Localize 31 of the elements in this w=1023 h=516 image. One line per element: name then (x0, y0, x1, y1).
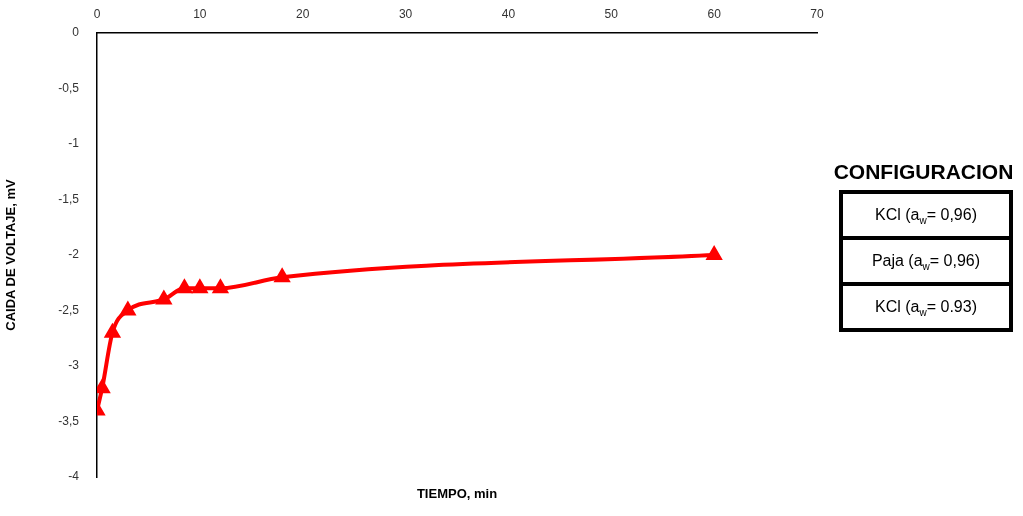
x-tick-label: 20 (296, 7, 310, 22)
y-tick-label: -0,5 (58, 80, 80, 95)
x-tick-label: 30 (398, 7, 413, 22)
y-tick-label: -3 (68, 358, 80, 373)
y-tick-label: -1 (68, 136, 80, 151)
x-axis-title: TIEMPO, min (416, 485, 498, 501)
point (177, 280, 192, 294)
text: Paja (a$_{w}$= 0,96) (841, 238, 1011, 284)
y-tick-label: -4 (68, 469, 80, 484)
x-tick-label: 10 (193, 7, 207, 22)
y-axis-title: CAIDA DE VOLTAJE, mV (3, 178, 19, 331)
point (274, 269, 290, 283)
text: KCl (a$_{w}$= 0.93) (841, 284, 1011, 330)
x-tick-label: 70 (810, 7, 824, 22)
point (103, 322, 121, 338)
x-tick-label: 50 (604, 7, 619, 22)
y-tick-label: -1,5 (58, 191, 80, 206)
x-tick-label: 60 (707, 7, 722, 22)
text: KCl (a$_{w}$= 0,96) (841, 192, 1011, 238)
point (213, 280, 228, 294)
point (156, 291, 172, 305)
y-tick-label: -2,5 (58, 302, 80, 317)
y-tick-label: -3,5 (58, 413, 80, 428)
y-tick-label: 0 (72, 25, 80, 40)
point (706, 247, 722, 260)
x-tick-label: 0 (93, 7, 101, 22)
x-tick-label: 40 (501, 7, 516, 22)
point (120, 302, 136, 316)
text: CONFIGURACION (832, 160, 1015, 184)
y-tick-label: -2 (68, 247, 80, 262)
point (192, 280, 208, 294)
